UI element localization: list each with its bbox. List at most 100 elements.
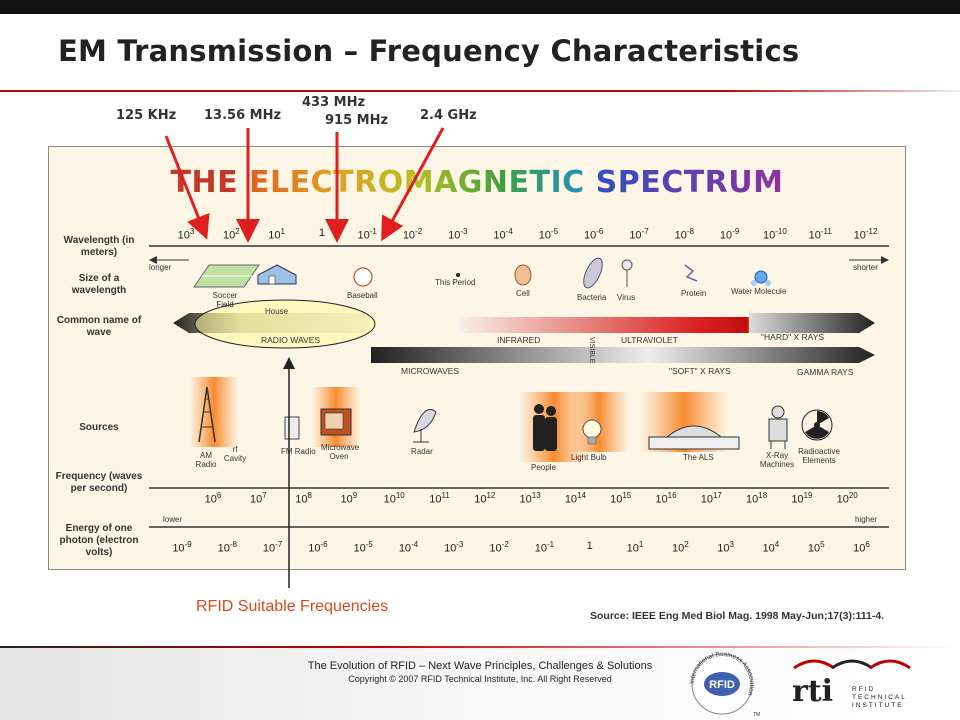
radioactive-caption: Radioactive Elements	[798, 447, 840, 465]
frequency-tick: 109	[340, 491, 358, 506]
energy-tick: 10-8	[217, 540, 237, 555]
frequency-tick: 1016	[655, 491, 677, 506]
frequency-tick: 108	[295, 491, 312, 506]
microwaves-band	[371, 347, 649, 363]
wavelength-tick: 10-4	[493, 227, 513, 242]
footer-copyright: Copyright © 2007 RFID Technical Institut…	[348, 674, 612, 684]
footer-title: The Evolution of RFID – Next Wave Princi…	[307, 660, 653, 672]
virus-caption: Virus	[617, 293, 636, 302]
higher-label: higher	[855, 515, 878, 524]
rti-logo-line3: INSTITUTE	[852, 702, 904, 709]
frequency-tick: 106	[204, 491, 222, 506]
lower-label: lower	[163, 515, 183, 524]
arrow-2-4ghz	[381, 127, 445, 242]
rfid-suitable-label: RFID Suitable Frequencies	[196, 598, 389, 615]
frequency-tick: 1020	[836, 491, 858, 506]
row-label-energy: Energy of one photon (electron volts)	[59, 523, 139, 558]
frequency-tick: 1017	[700, 491, 722, 506]
rf-cavity-caption: rf Cavity	[223, 445, 247, 463]
energy-tick: 1	[586, 540, 593, 552]
wavelength-tick: 1	[318, 227, 325, 239]
rti-logo: rti RFID TECHNICAL INSTITUTE	[788, 652, 920, 714]
freq-label-13-56mhz: 13.56 MHz	[204, 108, 282, 123]
freq-label-433mhz: 433 MHz	[302, 95, 366, 110]
rfid-highlight-ellipse	[194, 299, 376, 349]
row-label-wavelength: Wavelength (in meters)	[63, 235, 135, 258]
bacteria-caption: Bacteria	[577, 293, 607, 302]
spectrum-title-electromagnetic: ELECTROMAGNETIC	[249, 165, 585, 200]
energy-tick: 10-3	[444, 540, 464, 555]
baseball-caption: Baseball	[347, 291, 378, 300]
rti-logo-line1: RFID	[852, 686, 876, 693]
radioactive-icon	[801, 409, 833, 441]
protein-icon	[684, 264, 698, 282]
iba-logo: International Business Association RFID …	[689, 651, 760, 718]
xray-machine-icon	[768, 405, 788, 449]
hard-xray-band	[749, 313, 875, 333]
bacteria-icon	[583, 257, 603, 289]
wavelength-tick: 10-12	[853, 227, 878, 242]
microwaves-label: MICROWAVES	[401, 366, 460, 376]
infrared-label: INFRARED	[497, 335, 541, 345]
energy-tick: 10-9	[172, 540, 192, 555]
iba-tm: TM	[753, 712, 760, 718]
row-label-sources: Sources	[79, 422, 119, 433]
wavelength-tick: 10-11	[808, 227, 832, 242]
shorter-label: shorter	[853, 263, 878, 272]
ultraviolet-label: ULTRAVIOLET	[621, 335, 678, 345]
frequency-tick: 1018	[746, 491, 768, 506]
radio-waves-label: RADIO WAVES	[261, 335, 321, 345]
row-label-size: Size of a wavelength	[71, 273, 127, 296]
wavelength-tick: 10-3	[448, 227, 468, 242]
protein-caption: Protein	[681, 289, 707, 298]
cell-caption: Cell	[516, 289, 530, 298]
longer-label: longer	[149, 263, 172, 272]
frequency-tick: 1012	[474, 491, 496, 506]
title-divider	[0, 90, 960, 92]
wavelength-tick: 10-5	[538, 227, 559, 242]
energy-tick: 10-6	[308, 540, 328, 555]
energy-tick: 106	[853, 540, 870, 555]
soft-xray-band	[649, 347, 875, 363]
freq-label-125khz: 125 KHz	[116, 108, 177, 123]
als-caption: The ALS	[683, 453, 714, 462]
soccer-field-caption: Soccer Field	[212, 291, 238, 309]
microwave-oven-caption: Microwave Oven	[321, 443, 360, 461]
wavelength-tick: 10-6	[584, 227, 604, 242]
wavelength-tick: 10-9	[719, 227, 740, 242]
spectrum-title-the: THE	[170, 165, 239, 200]
footer-divider	[0, 646, 960, 648]
rti-logo-text: rti	[792, 674, 834, 709]
people-icon	[533, 404, 557, 451]
energy-tick: 10-5	[353, 540, 373, 555]
arrow-125khz	[164, 135, 210, 240]
am-radio-caption: AM Radio	[195, 451, 217, 469]
water-molecule-icon	[754, 270, 768, 284]
row-label-common-name: Common name of wave	[56, 315, 142, 338]
freq-label-915mhz: 915 MHz	[325, 113, 389, 128]
period-caption: This Period	[435, 278, 476, 287]
frequency-tick: 1019	[791, 491, 813, 506]
gamma-rays-label: GAMMA RAYS	[797, 367, 854, 377]
spectrum-title: THE ELECTROMAGNETIC SPECTRUM	[49, 165, 905, 200]
energy-tick: 101	[626, 540, 644, 555]
wavelength-tick: 10-7	[629, 227, 649, 242]
frequency-tick: 1010	[383, 491, 405, 506]
hard-xray-label: "HARD" X RAYS	[761, 332, 825, 342]
radio-tower-icon	[198, 386, 216, 443]
energy-tick: 105	[807, 540, 825, 555]
soft-xray-label: "SOFT" X RAYS	[669, 366, 731, 376]
freq-label-2-4ghz: 2.4 GHz	[420, 108, 477, 123]
energy-tick: 104	[762, 540, 780, 555]
energy-tick: 10-4	[398, 540, 419, 555]
energy-tick: 10-1	[534, 540, 555, 555]
als-building-icon	[648, 425, 740, 450]
energy-tick: 10-7	[262, 540, 283, 555]
footer	[0, 648, 960, 720]
people-caption: People	[531, 463, 556, 472]
wavelength-tick: 10-8	[674, 227, 694, 242]
cell-icon	[514, 264, 532, 286]
frequency-tick: 1015	[610, 491, 632, 506]
water-molecule-caption: Water Molecule	[731, 287, 787, 296]
